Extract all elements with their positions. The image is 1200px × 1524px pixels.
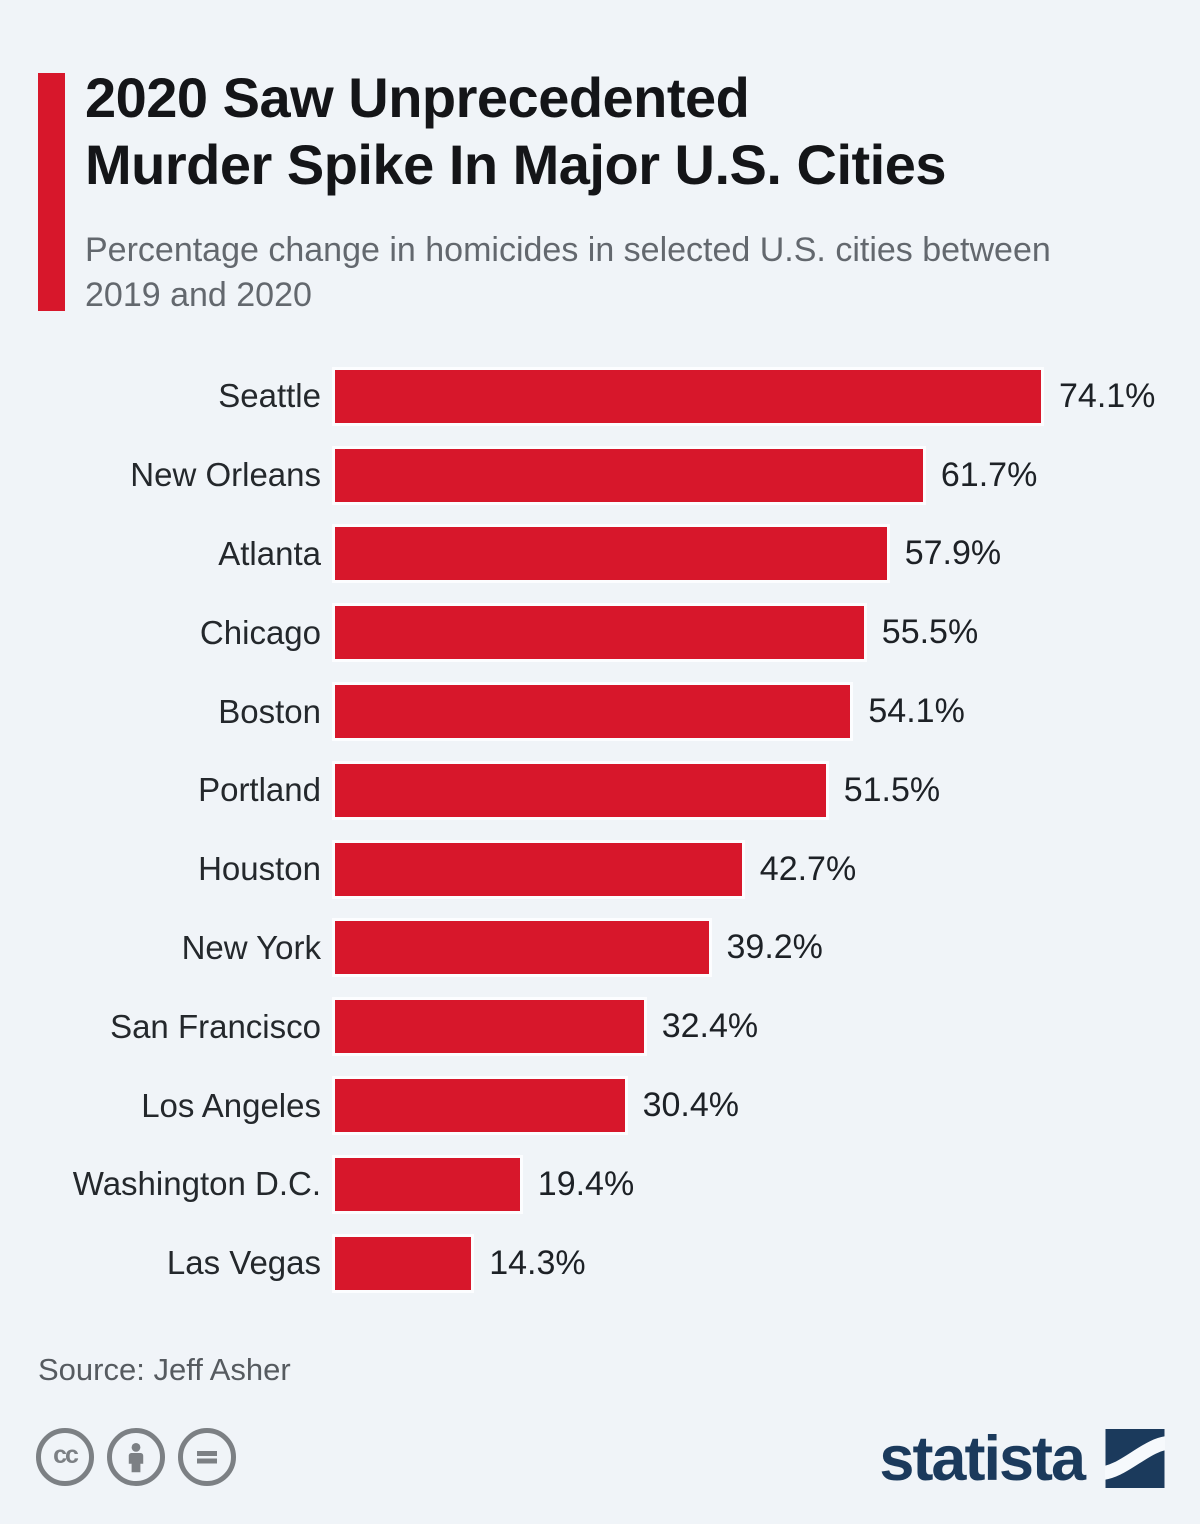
person-glyph [128, 1442, 144, 1473]
bar-track: 19.4% [335, 1157, 1200, 1211]
value-label: 39.2% [726, 928, 823, 967]
value-label: 55.5% [881, 613, 979, 652]
value-label: 74.1% [1059, 376, 1156, 415]
bar [335, 527, 887, 581]
chart-row: Houston 42.7% [0, 830, 1200, 909]
category-label: Los Angeles [141, 1086, 321, 1124]
bar [335, 685, 851, 739]
title-accent-bar [38, 73, 65, 311]
chart-row: Los Angeles 30.4% [0, 1066, 1200, 1145]
bar [335, 448, 923, 502]
value-label: 42.7% [759, 849, 857, 888]
bar [335, 1000, 644, 1054]
bar [335, 1157, 520, 1211]
category-label: Boston [218, 692, 321, 730]
bar-track: 51.5% [335, 763, 1200, 817]
category-label: New York [181, 928, 321, 966]
chart-row: Portland 51.5% [0, 751, 1200, 830]
statista-mark-icon [1105, 1429, 1165, 1488]
chart-row: Boston 54.1% [0, 672, 1200, 751]
chart-row: New York 39.2% [0, 909, 1200, 988]
bar-track: 57.9% [335, 527, 1200, 581]
cc-icon: cc [36, 1428, 94, 1486]
category-label: Houston [198, 850, 321, 888]
value-label: 14.3% [489, 1243, 586, 1282]
bar-track: 55.5% [335, 606, 1200, 660]
chart-row: San Francisco 32.4% [0, 987, 1200, 1066]
statista-logo: statista [879, 1424, 1165, 1494]
bar [335, 606, 864, 660]
value-label: 57.9% [904, 534, 1002, 573]
chart-row: Seattle 74.1% [0, 357, 1200, 436]
chart-row: Las Vegas 14.3% [0, 1224, 1200, 1303]
page-title-line-1: 2020 Saw Unprecedented [85, 66, 750, 129]
chart-row: Washington D.C. 19.4% [0, 1145, 1200, 1224]
bar-track: 74.1% [335, 369, 1200, 423]
value-label: 32.4% [661, 1007, 759, 1046]
bar [335, 1079, 625, 1133]
chart-row: New Orleans 61.7% [0, 436, 1200, 515]
license-badges: cc [36, 1428, 236, 1486]
header: 2020 Saw Unprecedented Murder Spike In M… [85, 64, 1175, 318]
bar-track: 32.4% [335, 1000, 1200, 1054]
bar-track: 14.3% [335, 1236, 1200, 1290]
cc-icon-letters: cc [53, 1441, 79, 1469]
value-label: 30.4% [642, 1086, 739, 1125]
value-label: 19.4% [537, 1164, 635, 1203]
category-label: Washington D.C. [72, 1165, 321, 1203]
chart-row: Atlanta 57.9% [0, 515, 1200, 594]
chart-subtitle: Percentage change in homicides in select… [85, 231, 1051, 314]
category-label: Atlanta [218, 534, 321, 572]
category-label: Chicago [199, 613, 321, 651]
page-title-line-2: Murder Spike In Major U.S. Cities [85, 133, 947, 196]
value-label: 54.1% [868, 692, 965, 731]
bar-chart: Seattle 74.1% New Orleans 61.7% Atlanta … [0, 357, 1200, 1303]
category-label: Seattle [218, 377, 321, 415]
bar [335, 369, 1041, 423]
chart-row: Chicago 55.5% [0, 593, 1200, 672]
category-label: New Orleans [130, 456, 321, 494]
bar [335, 921, 709, 975]
source-note: Source: Jeff Asher [38, 1352, 291, 1387]
bar-track: 39.2% [335, 921, 1200, 975]
bar [335, 763, 826, 817]
statista-wordmark: statista [879, 1424, 1086, 1494]
bar-track: 54.1% [335, 685, 1200, 739]
bar [335, 842, 742, 896]
value-label: 51.5% [843, 770, 941, 809]
bar-track: 61.7% [335, 448, 1200, 502]
attribution-person-icon [107, 1428, 165, 1486]
category-label: Las Vegas [166, 1244, 321, 1282]
category-label: Portland [198, 771, 321, 809]
bar-track: 30.4% [335, 1079, 1200, 1133]
equals-glyph [197, 1451, 217, 1464]
no-derivatives-equals-icon [178, 1428, 236, 1486]
bar [335, 1236, 472, 1290]
value-label: 61.7% [940, 455, 1038, 494]
bar-track: 42.7% [335, 842, 1200, 896]
category-label: San Francisco [110, 1007, 321, 1045]
